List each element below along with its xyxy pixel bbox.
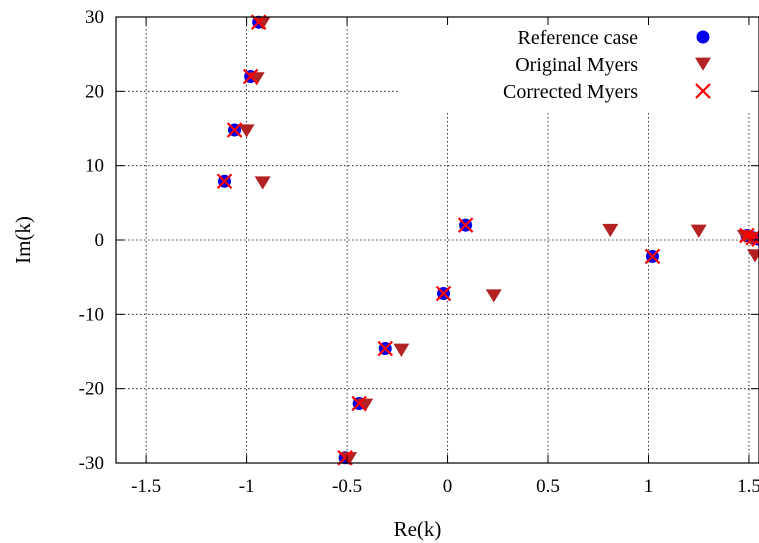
legend-label: Original Myers [515,54,638,76]
data-point [226,122,243,138]
y-tick-label: -30 [79,453,104,474]
legend-label: Corrected Myers [503,81,638,103]
y-tick-label: 10 [85,156,104,177]
x-tick-label: -0.5 [332,476,362,497]
x-axis-title: Re(k) [394,517,442,541]
data-point [393,343,410,357]
x-tick-label: 1 [644,476,654,497]
y-tick-label: 30 [85,7,104,28]
axis-ticks: -1.5 -1 -0.5 0 0.5 1 1.5 -30 -20 -10 0 10 20 30 [79,7,759,497]
data-point [341,452,358,466]
data-point [238,124,255,138]
y-tick-label: 20 [85,81,104,102]
y-axis-title: Im(k) [11,216,35,264]
y-tick-label: -20 [79,379,104,400]
series-x [216,14,759,466]
x-tick-label: 0 [443,476,453,497]
data-point [254,176,271,190]
y-tick-label: 0 [95,230,105,251]
data-point [242,68,259,85]
data-point [485,289,502,303]
x-tick-label: -1 [239,476,255,497]
data-point [745,229,759,246]
data-point [457,217,474,233]
data-point [602,223,619,238]
data-point [377,340,394,357]
data-point [751,231,759,248]
data-point [216,173,233,190]
axis-titles: Re(k) Im(k) [11,216,441,541]
data-point [746,249,759,263]
legend-marker [695,57,711,71]
x-tick-label: -1.5 [131,476,161,497]
x-tick-label: 1.5 [737,476,759,497]
legend: Reference case Original Myers Corrected My… [503,27,711,103]
y-tick-label: -10 [79,304,104,325]
data-point [644,248,661,265]
legend-marker [695,83,711,99]
data-points [216,14,759,466]
legend-marker [696,30,710,44]
legend-label: Reference case [518,27,639,49]
data-point [254,16,271,30]
data-point [351,395,367,412]
x-tick-label: 0.5 [536,476,560,497]
data-point [435,285,452,302]
data-point [690,224,707,238]
